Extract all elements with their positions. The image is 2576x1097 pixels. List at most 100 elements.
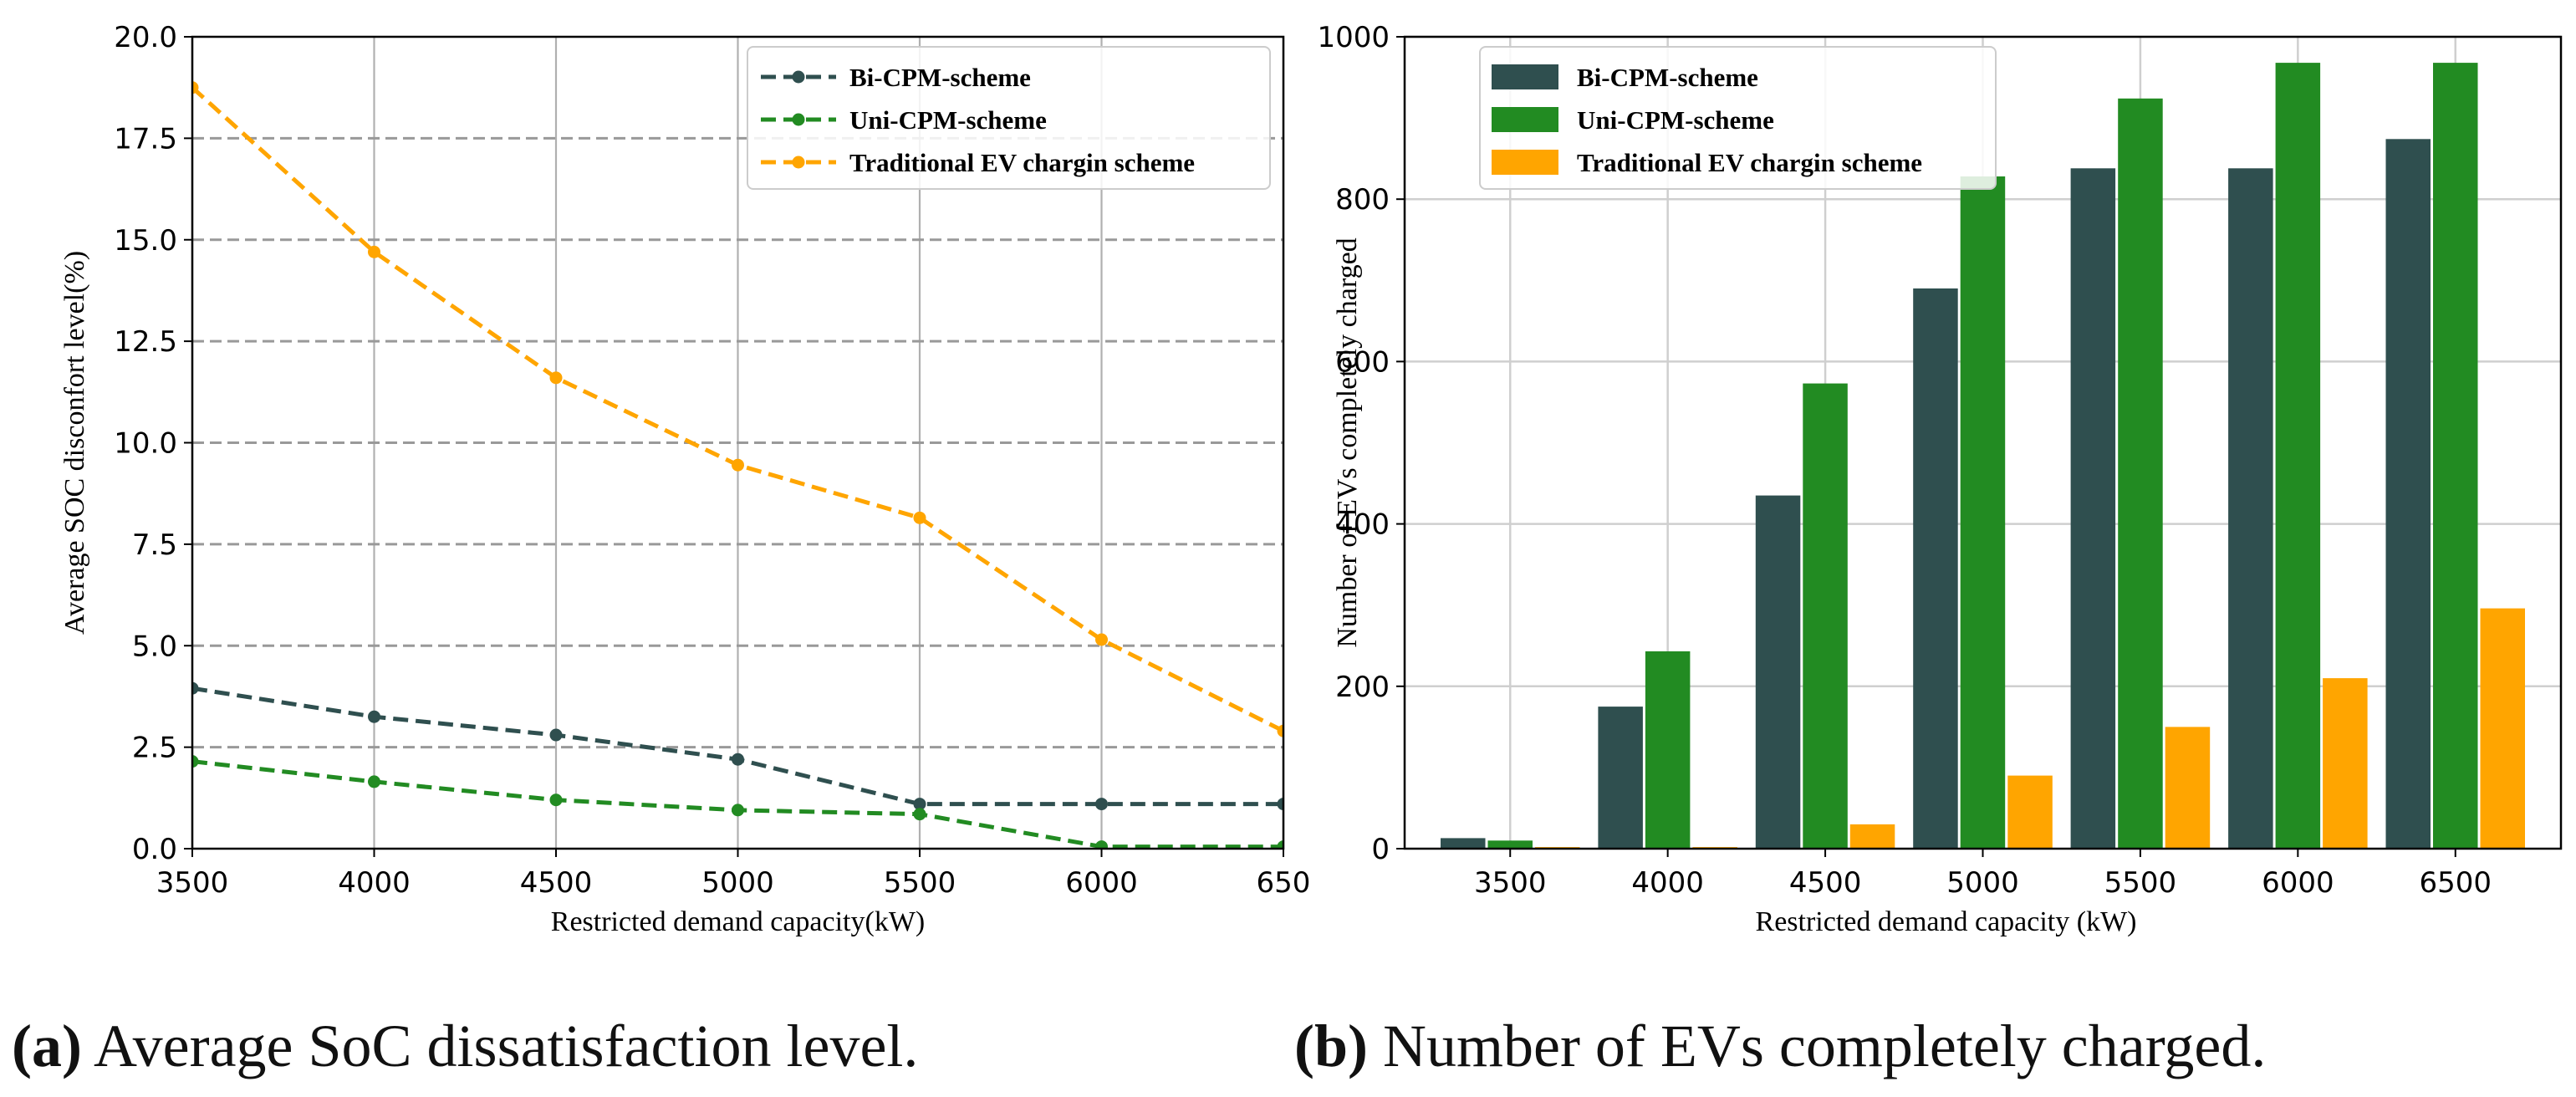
- chart-b-legend-swatch: [1492, 64, 1558, 89]
- caption-a-label: (a): [12, 1013, 82, 1079]
- chart-a-frame: [191, 35, 1285, 850]
- chart-b-bar-2: [2165, 727, 2211, 849]
- chart-a-series-0-point: [1277, 798, 1283, 811]
- chart-a-series-2-point: [368, 245, 380, 258]
- chart-b-bar-2: [2480, 608, 2525, 849]
- chart-b-bar-1: [2118, 98, 2163, 850]
- chart-b-legend-swatch: [1492, 150, 1558, 175]
- chart-b-bar-0: [1755, 495, 1801, 849]
- chart-b: 0 200 400 600 800 1000 3500 4000 4500 5000 5500 600…: [1317, 21, 2563, 937]
- chart-b-y-tick-label: 200: [1335, 671, 1390, 704]
- caption-b-text: Number of EVs completely charged.: [1383, 1013, 2267, 1079]
- chart-a-series-1-point: [1095, 840, 1108, 849]
- chart-b-legend-box: [1479, 46, 1997, 190]
- chart-a-series-1-point: [732, 804, 744, 817]
- chart-a-x-axis-label: Restricted demand capacity(kW): [551, 906, 925, 937]
- chart-a-x-tick-label: 650: [1257, 866, 1311, 900]
- chart-a-y-tick-label: 12.5: [114, 325, 177, 359]
- chart-b-bar-1: [1487, 840, 1533, 849]
- chart-a-series-0-point: [549, 728, 563, 742]
- chart-a-x-tick-label: 3500: [156, 866, 229, 900]
- chart-b-x-tick-label: 6500: [2419, 866, 2492, 900]
- chart-b-y-tick-label: 400: [1335, 508, 1390, 542]
- chart-a-series-1-point: [913, 808, 926, 821]
- chart-b-bar-0: [1913, 288, 1958, 849]
- chart-b-x-tick-label: 6000: [2262, 866, 2334, 900]
- chart-b-bar-0: [2385, 139, 2431, 850]
- chart-b-x-tick-label: 3500: [1474, 866, 1547, 900]
- chart-a-y-tick-label: 17.5: [114, 122, 177, 156]
- chart-a-y-tick-label: 7.5: [132, 528, 177, 562]
- chart-a-series-1-point: [1277, 840, 1283, 849]
- chart-a-legend-label: Bi-CPM-scheme: [849, 63, 1031, 92]
- chart-a-series-2-point: [913, 511, 926, 524]
- chart-b-bar-2: [2007, 775, 2053, 849]
- chart-a-legend-swatch-marker: [792, 113, 805, 126]
- chart-a-series-2-point: [732, 458, 744, 472]
- chart-b-bar-0: [2070, 168, 2116, 850]
- chart-b-bar-1: [2433, 63, 2478, 850]
- chart-a: 3500 4000 4500 5000 5500 6000 650 0.0 2.5 5.0 7.5 1…: [59, 21, 1310, 937]
- chart-b-y-axis-label: Number of EVs completely charged: [1332, 237, 1363, 647]
- chart-b-legend-label: Uni-CPM-scheme: [1577, 105, 1774, 135]
- chart-a-series-0-point: [913, 798, 926, 811]
- chart-a-legend-label: Uni-CPM-scheme: [849, 105, 1047, 135]
- chart-b-y-tick-label: 1000: [1317, 21, 1390, 54]
- chart-a-series-0-point: [368, 710, 380, 723]
- chart-a-x-tick-label: 4500: [520, 866, 593, 900]
- chart-a-legend: Bi-CPM-scheme Uni-CPM-scheme Traditional E…: [747, 46, 1271, 190]
- chart-b-bar-1: [1645, 651, 1691, 849]
- chart-a-series-0-point: [1095, 798, 1108, 811]
- chart-a-series-1-point: [192, 755, 199, 768]
- chart-a-x-tick-label: 6000: [1065, 866, 1138, 900]
- chart-b-bar-1: [1803, 383, 1848, 850]
- chart-a-legend-label: Traditional EV chargin scheme: [849, 148, 1195, 177]
- chart-b-y-tick-label: 600: [1335, 345, 1390, 379]
- chart-a-y-tick-label: 10.0: [114, 427, 177, 461]
- chart-b-legend-label: Traditional EV chargin scheme: [1577, 148, 1922, 177]
- chart-b-x-tick-label: 5500: [2104, 866, 2177, 900]
- chart-a-x-tick-label: 5500: [884, 866, 956, 900]
- caption-b-label: (b): [1294, 1013, 1368, 1079]
- chart-b-bar-1: [1960, 176, 2006, 849]
- chart-a-series-1-point: [368, 775, 380, 788]
- chart-b-bar-2: [2323, 678, 2368, 849]
- chart-b-legend: Bi-CPM-scheme Uni-CPM-scheme Traditional E…: [1479, 46, 1997, 190]
- chart-b-bar-0: [1441, 838, 1486, 849]
- chart-b-bar-0: [2228, 168, 2273, 850]
- chart-a-y-tick-label: 15.0: [114, 224, 177, 258]
- chart-a-series-2-point: [1277, 724, 1283, 737]
- chart-b-x-tick-label: 4000: [1631, 866, 1704, 900]
- chart-a-y-tick-label: 2.5: [132, 732, 177, 765]
- chart-b-frame: [1403, 35, 2563, 850]
- chart-a-series-2-point: [192, 81, 199, 94]
- chart-a-legend-box: [747, 46, 1271, 190]
- chart-a-y-tick-label: 0.0: [132, 833, 177, 866]
- chart-a-series-0-point: [192, 681, 199, 695]
- chart-a-x-tick-label: 4000: [338, 866, 411, 900]
- chart-a-legend-swatch-marker: [792, 156, 805, 169]
- chart-a-y-axis-label: Average SOC disconfort level(%): [59, 251, 90, 635]
- chart-a-series-group: [192, 81, 1283, 849]
- caption-a-text: Average SoC dissatisfaction level.: [93, 1013, 919, 1079]
- chart-b-x-tick-label: 4500: [1789, 866, 1862, 900]
- chart-a-series-2-point: [549, 371, 563, 385]
- caption-b: (b) Number of EVs completely charged.: [1294, 1000, 2266, 1092]
- chart-a-series-0-point: [732, 753, 744, 766]
- chart-a-x-tick-label: 5000: [701, 866, 774, 900]
- chart-b-x-axis-label: Restricted demand capacity (kW): [1756, 906, 2137, 937]
- chart-a-legend-swatch-marker: [792, 70, 805, 84]
- chart-a-y-tick-label: 20.0: [114, 21, 177, 54]
- chart-b-bar-1: [2275, 63, 2321, 850]
- chart-b-y-tick-label: 0: [1371, 833, 1390, 866]
- chart-b-bar-2: [1849, 824, 1895, 849]
- chart-b-legend-label: Bi-CPM-scheme: [1577, 63, 1758, 92]
- chart-b-x-tick-label: 5000: [1946, 866, 2019, 900]
- chart-a-series-2-point: [1095, 633, 1108, 646]
- chart-b-legend-swatch: [1492, 107, 1558, 132]
- chart-a-y-tick-label: 5.0: [132, 630, 177, 663]
- chart-b-y-tick-label: 800: [1335, 183, 1390, 217]
- chart-a-series-1-point: [549, 793, 563, 807]
- caption-a: (a) Average SoC dissatisfaction level.: [12, 1000, 918, 1092]
